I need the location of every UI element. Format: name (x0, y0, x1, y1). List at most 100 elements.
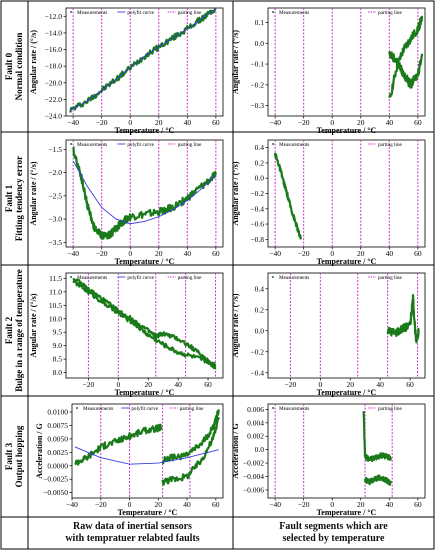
legend-entry: parting line (178, 275, 202, 281)
x-tick-label: 40 (376, 380, 384, 389)
y-tick-label: 0.4 (255, 143, 265, 152)
y-tick-label: 8.0 (53, 368, 63, 377)
y-tick-label: −18.0 (45, 62, 63, 71)
right-caption-line2: selected by temperature (282, 533, 385, 544)
y-tick-label: −0.2 (250, 347, 264, 356)
y-tick-label: 8.5 (53, 355, 63, 364)
y-tick-label: 10.5 (49, 301, 62, 310)
legend-marker (272, 407, 274, 409)
y-tick-label: 0.2 (255, 158, 265, 167)
legend-entry: parting line (378, 142, 402, 148)
y-tick-label: 0.2 (255, 305, 265, 314)
y-tick-label: 0.0100 (47, 408, 68, 417)
legend-marker (272, 11, 274, 13)
legend-entry: polyfit curve (127, 274, 154, 281)
x-axis-label: Temperature / °C (115, 126, 175, 135)
x-tick-label: 40 (183, 500, 191, 509)
y-tick-label: −0.4 (250, 204, 264, 213)
y-tick-label: 0.0 (255, 326, 265, 335)
legend-marker (70, 143, 72, 145)
legend-entry: Measurements (279, 10, 309, 16)
y-axis-label: Angular rate / (°/s) (29, 30, 38, 94)
chart-f2-raw: −20 0 20 40 60 8.0 8.5 9.0 9.5 10.0 10.5 11.0 11.5 Te… (29, 272, 224, 397)
y-tick-label: 0.4 (255, 284, 265, 293)
y-tick-label: −0.2 (250, 189, 264, 198)
fault-condition: Bulge in a range of temperature (14, 269, 24, 392)
legend: Measurements parting line (272, 275, 402, 281)
chart-f0-raw: −40 −20 0 20 40 60 −24.0 −22.0 −20.0 −18.0 −16.0 −1… (29, 7, 224, 135)
measurement-series (364, 452, 392, 462)
y-tick-label: 0.0075 (47, 421, 68, 430)
legend-entry: polyfit curve (127, 141, 154, 148)
x-tick-label: 0 (330, 500, 334, 509)
measurement-series (274, 152, 302, 240)
plot-frame (65, 7, 224, 117)
legend-entry: parting line (180, 406, 204, 412)
plot-frame (267, 139, 426, 248)
x-tick-label: 20 (155, 249, 163, 258)
y-tick-label: −12.0 (45, 12, 63, 21)
x-tick-label: 20 (357, 118, 365, 127)
x-axis-label: Temperature / °C (317, 388, 377, 397)
x-tick-label: 40 (386, 249, 394, 258)
legend-marker (70, 276, 72, 278)
x-tick-label: 0 (330, 118, 334, 127)
y-tick-label: −0.004 (243, 472, 264, 481)
x-tick-label: −40 (269, 249, 281, 258)
y-axis-label: Angular rate / (°/s) (231, 30, 240, 94)
y-tick-label: 0.006 (247, 405, 264, 414)
x-tick-label: −20 (285, 380, 297, 389)
measurement-series (161, 409, 220, 465)
y-axis-label: Angular rate / (°/s) (29, 161, 38, 225)
y-tick-label: 11.0 (49, 287, 62, 296)
x-axis-label: Temperature / °C (115, 257, 175, 266)
y-tick-label: −1.5 (48, 145, 62, 154)
x-tick-label: 60 (414, 249, 422, 258)
x-tick-label: 40 (386, 118, 394, 127)
plot-frame (267, 403, 426, 499)
x-tick-label: −40 (269, 500, 281, 509)
y-tick-label: −24.0 (45, 112, 63, 121)
x-tick-label: 0 (128, 249, 132, 258)
measurement-series (388, 15, 424, 99)
y-tick-label: −14.0 (45, 28, 63, 37)
y-tick-label: 10.0 (49, 314, 62, 323)
legend-entry: parting line (378, 10, 402, 16)
fault-name: Fault 0 (4, 52, 14, 80)
plot-frame (267, 272, 426, 379)
measurement-series (364, 474, 392, 486)
measurement-series (72, 278, 217, 370)
x-tick-label: 60 (212, 118, 220, 127)
legend-entry: Measurements (77, 10, 107, 16)
y-tick-label: 0.1 (255, 18, 265, 27)
x-tick-label: −20 (83, 380, 95, 389)
x-tick-label: −20 (298, 249, 310, 258)
y-tick-label: −16.0 (45, 45, 63, 54)
y-tick-label: 0.0 (255, 445, 265, 454)
measurement-series (74, 423, 163, 466)
row-label: Fault 3 Output hopping (4, 425, 24, 487)
y-tick-label: 0.0050 (47, 434, 68, 443)
y-tick-label: −0.006 (243, 485, 264, 494)
polyfit-curve (74, 446, 219, 465)
y-tick-label: 9.5 (53, 328, 63, 337)
legend: Measurements parting line (272, 406, 402, 412)
y-tick-label: 11.5 (49, 274, 62, 283)
y-tick-label: 0.002 (247, 432, 264, 441)
x-axis-label: Temperature / °C (317, 508, 377, 517)
x-tick-label: −40 (66, 500, 78, 509)
x-tick-label: −20 (298, 500, 310, 509)
legend-entry: polyfit curve (131, 405, 158, 412)
x-tick-label: 20 (155, 500, 163, 509)
polyfit-curve (70, 8, 217, 111)
measurement-series (72, 277, 217, 369)
plot-frame (65, 139, 224, 248)
legend-entry: parting line (178, 10, 202, 16)
right-caption-line1: Fault segments which are (279, 521, 388, 532)
x-tick-label: 20 (155, 118, 163, 127)
x-tick-label: 60 (414, 118, 422, 127)
legend-entry: Measurements (77, 142, 107, 148)
legend: Measurements polyfit curve parting line (76, 405, 204, 412)
y-tick-label: −0.3 (250, 101, 264, 110)
